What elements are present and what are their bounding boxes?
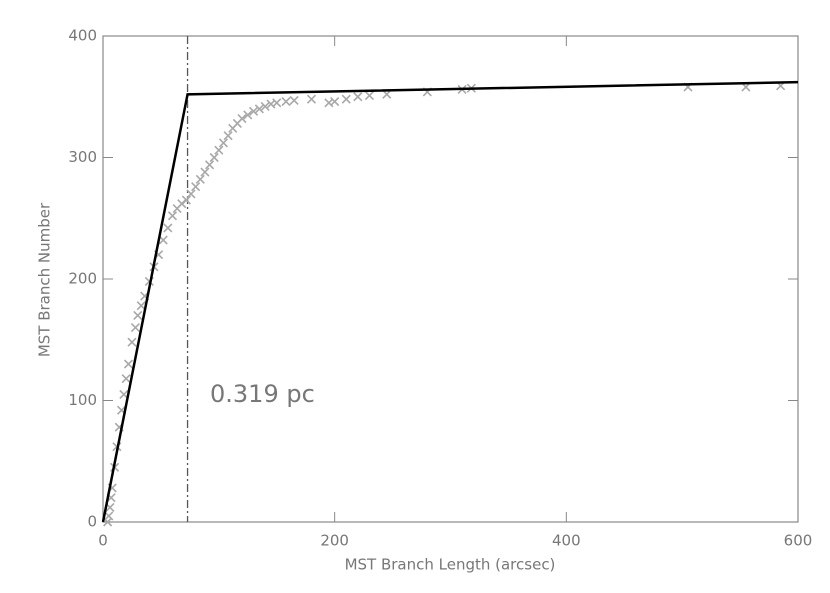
point — [200, 167, 210, 177]
x-tick-label: 0 — [98, 532, 108, 550]
y-tick-label: 400 — [68, 27, 97, 45]
point — [341, 94, 351, 104]
x-tick-label: 200 — [320, 532, 349, 550]
point — [195, 174, 205, 184]
point — [272, 98, 282, 108]
point — [133, 310, 143, 321]
point — [289, 95, 299, 105]
point — [181, 195, 191, 205]
point — [163, 223, 173, 233]
point — [254, 104, 264, 114]
point — [243, 110, 253, 120]
y-tick-label: 200 — [68, 270, 97, 288]
x-axis-label: MST Branch Length (arcsec) — [345, 556, 556, 574]
point — [191, 182, 201, 192]
y-tick-label: 100 — [68, 391, 97, 409]
point — [123, 359, 134, 369]
y-tick-label: 300 — [68, 148, 97, 166]
point — [218, 138, 229, 148]
fit-line — [101, 80, 799, 523]
point — [330, 97, 340, 107]
y-tick-label: 0 — [87, 513, 97, 531]
point — [104, 511, 114, 521]
x-tick-label: 400 — [552, 532, 581, 550]
x-tick-label: 600 — [784, 532, 813, 550]
point — [281, 97, 291, 107]
point — [237, 114, 247, 124]
point — [364, 90, 374, 101]
point — [306, 94, 317, 104]
point — [127, 337, 137, 347]
point — [158, 235, 168, 245]
point — [353, 92, 363, 102]
point — [260, 101, 270, 112]
point — [223, 131, 233, 141]
point — [214, 145, 224, 155]
point — [205, 160, 215, 170]
point — [249, 106, 259, 116]
point — [136, 301, 146, 311]
point — [209, 152, 219, 163]
annotation: 0.319 pc — [210, 380, 315, 408]
point — [167, 211, 178, 221]
y-axis-label: MST Branch Number — [36, 202, 54, 357]
point — [130, 323, 140, 333]
point — [186, 189, 196, 199]
plot-frame — [102, 35, 799, 523]
point — [121, 374, 131, 384]
